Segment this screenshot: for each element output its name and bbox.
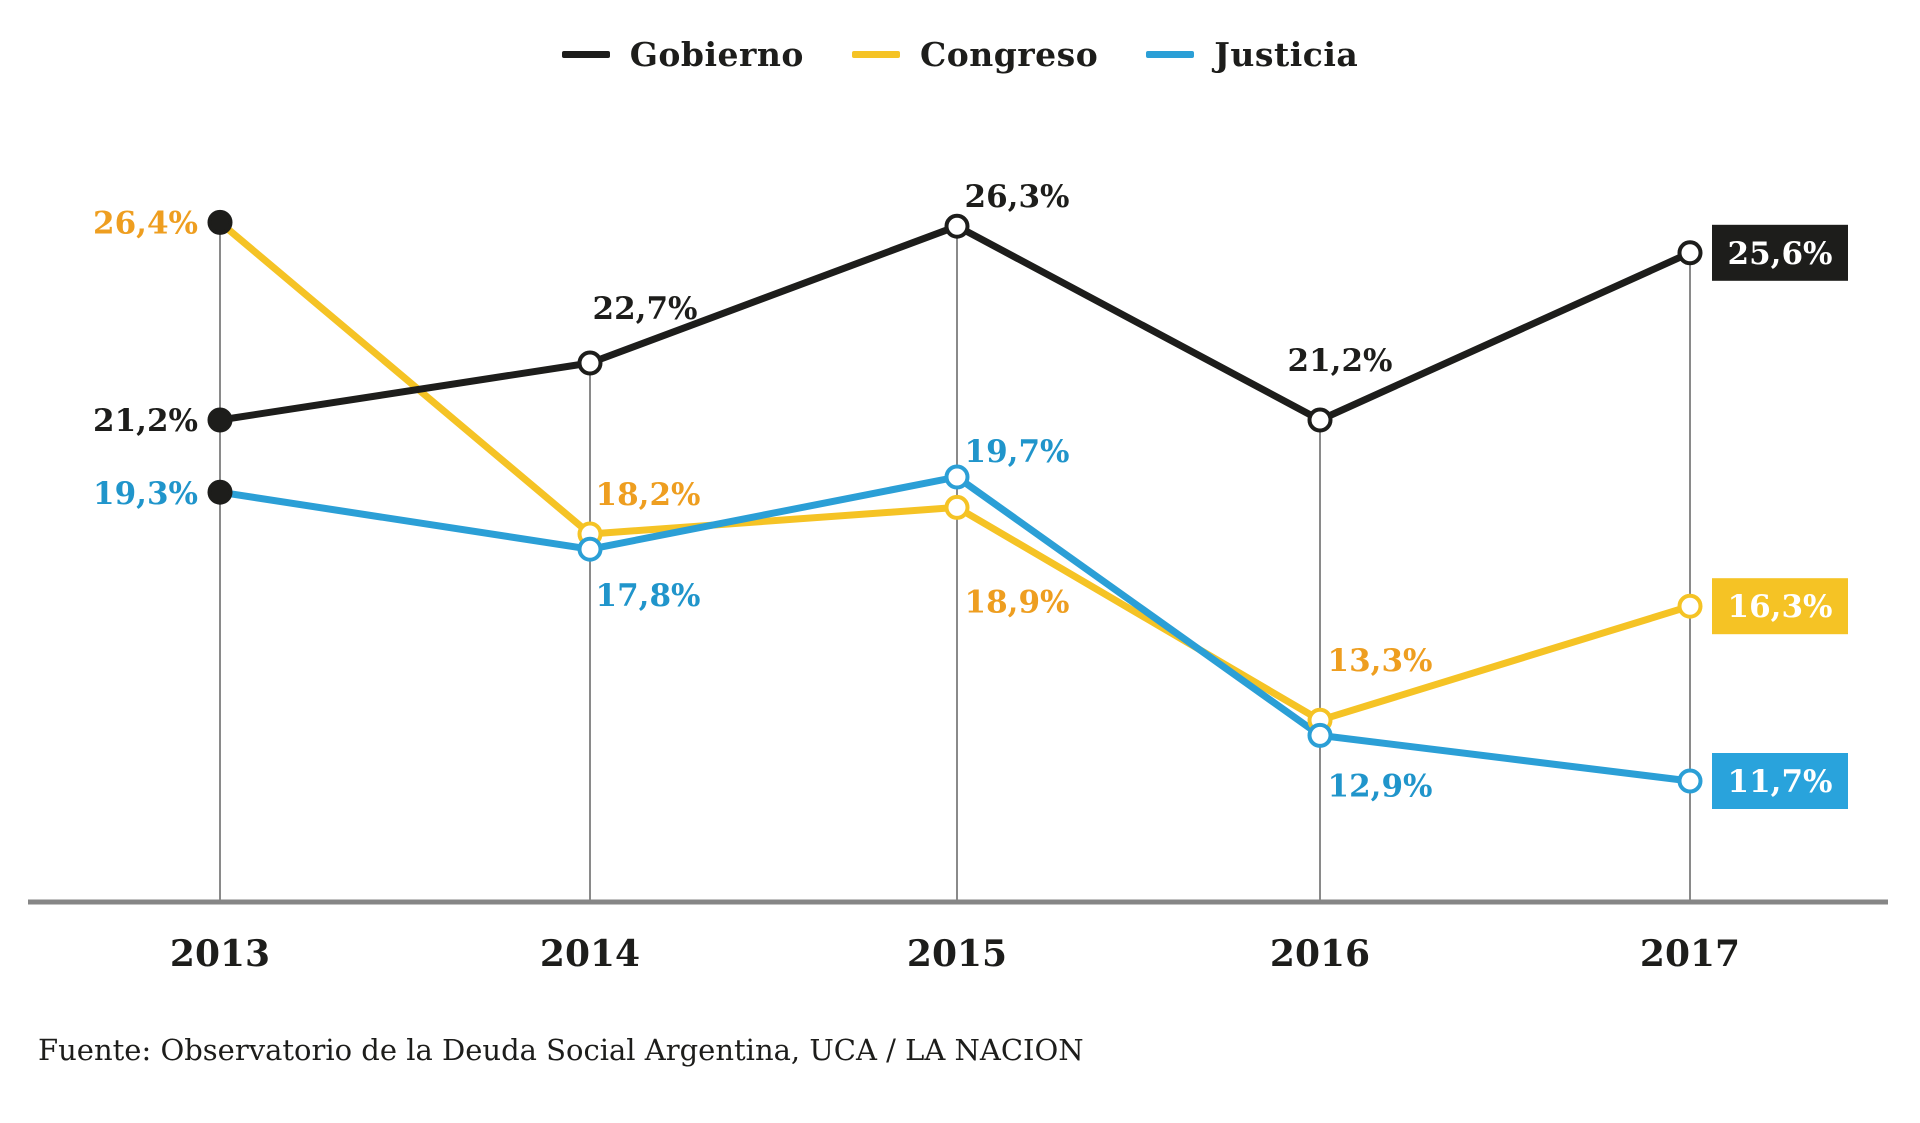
- line-justicia: [219, 473, 1691, 785]
- x-tick-2017: 2017: [1640, 933, 1740, 975]
- legend-dash-icon: [851, 50, 900, 58]
- point-gobierno-2013: [207, 407, 233, 433]
- x-tick-2013: 2013: [170, 933, 270, 975]
- x-tick-2015: 2015: [907, 933, 1007, 975]
- value-label-justicia-2014: 17,8%: [596, 578, 701, 614]
- value-label-congreso-2014: 18,2%: [596, 477, 701, 513]
- value-label-justicia-2016: 12,9%: [1328, 768, 1433, 804]
- value-label-justicia-2017: 11,7%: [1728, 764, 1833, 800]
- point-congreso-2013: [207, 209, 233, 235]
- value-label-gobierno-2013: 21,2%: [93, 403, 198, 439]
- value-label-congreso-2013: 26,4%: [93, 205, 198, 241]
- legend-label: Justicia: [1214, 34, 1359, 74]
- value-label-justicia-2013: 19,3%: [93, 476, 198, 512]
- point-justicia-2015: [944, 464, 970, 490]
- legend-dash-icon: [1146, 50, 1195, 58]
- source-caption: Fuente: Observatorio de la Deuda Social …: [38, 1033, 1084, 1067]
- value-label-justicia-2015: 19,7%: [965, 434, 1070, 470]
- chart-legend: Gobierno Congreso Justicia: [0, 30, 1920, 78]
- value-label-congreso-2016: 13,3%: [1328, 643, 1433, 679]
- point-justicia-2017: [1677, 768, 1703, 794]
- point-justicia-2013: [207, 479, 233, 505]
- value-label-gobierno-2014: 22,7%: [593, 291, 698, 327]
- value-label-gobierno-2017: 25,6%: [1728, 236, 1833, 272]
- value-label-gobierno-2016: 21,2%: [1288, 343, 1393, 379]
- point-justicia-2016: [1307, 722, 1333, 748]
- legend-label: Gobierno: [629, 34, 804, 74]
- x-tick-2016: 2016: [1270, 933, 1370, 975]
- value-box-congreso-2017: [1712, 578, 1848, 635]
- x-tick-2014: 2014: [540, 933, 640, 975]
- line-gobierno: [219, 222, 1692, 424]
- point-gobierno-2015: [944, 213, 970, 239]
- point-congreso-2017: [1677, 593, 1703, 619]
- point-gobierno-2014: [577, 350, 603, 376]
- value-label-congreso-2015: 18,9%: [965, 584, 1070, 620]
- legend-item-congreso: Congreso: [851, 34, 1099, 74]
- point-congreso-2015: [944, 494, 970, 520]
- value-box-gobierno-2017: [1712, 224, 1848, 281]
- value-label-gobierno-2015: 26,3%: [965, 179, 1070, 215]
- legend-dash-icon: [561, 50, 610, 58]
- point-gobierno-2017: [1677, 240, 1703, 266]
- legend-item-justicia: Justicia: [1146, 35, 1358, 74]
- point-justicia-2014: [577, 536, 603, 562]
- legend-label: Congreso: [919, 34, 1099, 74]
- point-gobierno-2016: [1307, 407, 1333, 433]
- legend-item-gobierno: Gobierno: [561, 34, 804, 74]
- value-label-congreso-2017: 16,3%: [1728, 589, 1833, 625]
- value-box-justicia-2017: [1712, 753, 1848, 809]
